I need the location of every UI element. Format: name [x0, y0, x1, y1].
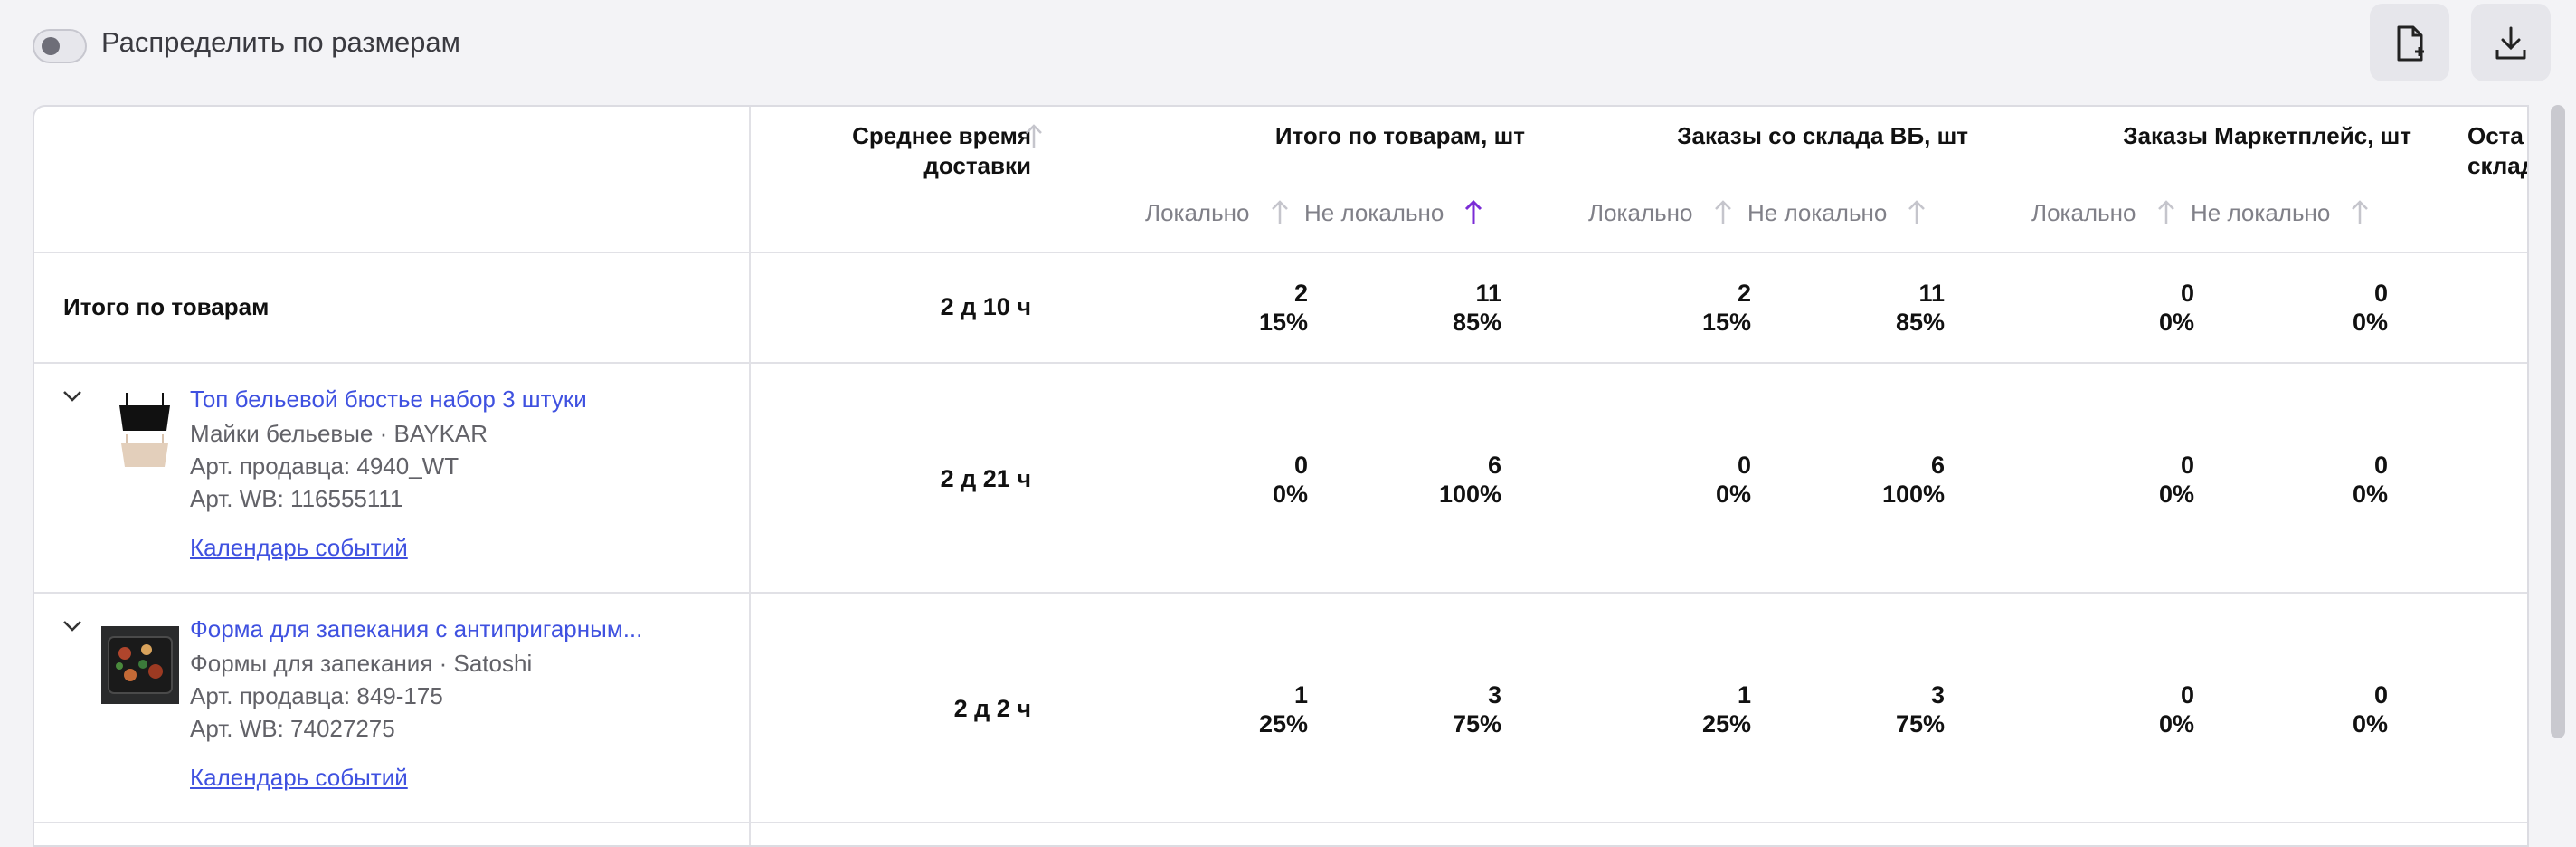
product-total-nonlocal: 6 100%	[1438, 452, 1501, 508]
product-wb-local: 1 25%	[1701, 681, 1751, 738]
sort-arrow-icon[interactable]	[1713, 199, 1733, 226]
product-total-local: 0 0%	[1272, 452, 1308, 508]
product-mp-local: 0 0%	[2158, 681, 2194, 738]
chevron-down-icon[interactable]	[62, 389, 83, 404]
subheader-not-local: Не локально	[2191, 199, 2331, 226]
wb-article: Арт. WB: 74027275	[190, 715, 395, 742]
header-remaining: Оста склад	[2467, 122, 2529, 179]
product-total-nonlocal: 3 75%	[1452, 681, 1501, 738]
product-wb-local: 0 0%	[1715, 452, 1751, 508]
product-name-link[interactable]: Топ бельевой бюстье набор 3 штуки	[190, 385, 587, 413]
row-divider	[34, 362, 2527, 364]
file-plus-icon	[2397, 25, 2424, 62]
sort-arrow-icon[interactable]	[1270, 199, 1290, 226]
product-wb-nonlocal: 3 75%	[1895, 681, 1945, 738]
totals-total-local: 2 15%	[1258, 280, 1308, 336]
header-divider	[34, 252, 2527, 253]
vertical-scrollbar[interactable]	[2551, 105, 2565, 738]
row-divider	[34, 822, 2527, 823]
download-icon	[2496, 26, 2526, 60]
toggle-knob	[42, 37, 60, 55]
event-calendar-link[interactable]: Календарь событий	[190, 534, 408, 561]
product-name-link[interactable]: Форма для запекания с антипригарным...	[190, 615, 643, 642]
totals-mp-nonlocal: 0 0%	[2352, 280, 2388, 336]
sort-arrow-icon[interactable]	[1907, 199, 1927, 226]
product-total-local: 1 25%	[1258, 681, 1308, 738]
header-orders-marketplace: Заказы Маркетплейс, шт	[2123, 122, 2411, 149]
totals-wb-local: 2 15%	[1701, 280, 1751, 336]
header-total-goods: Итого по товарам, шт	[1274, 122, 1525, 149]
product-category: Формы для запекания · Satoshi	[190, 650, 533, 677]
product-mp-nonlocal: 0 0%	[2352, 452, 2388, 508]
totals-total-nonlocal: 11 85%	[1452, 280, 1501, 336]
product-mp-nonlocal: 0 0%	[2352, 681, 2388, 738]
distribute-by-size-toggle[interactable]	[33, 29, 87, 63]
totals-row-label: Итого по товарам	[63, 293, 270, 320]
subheader-not-local: Не локально	[1304, 199, 1444, 226]
header-avg-delivery: Среднее время доставки	[852, 122, 1031, 179]
sort-arrow-icon[interactable]	[1024, 123, 1044, 150]
chevron-down-icon[interactable]	[62, 619, 83, 633]
row-divider	[34, 592, 2527, 594]
wb-article: Арт. WB: 116555111	[190, 485, 403, 512]
toggle-label: Распределить по размерам	[101, 26, 460, 58]
sort-arrow-icon[interactable]	[2156, 199, 2176, 226]
column-divider	[749, 107, 751, 845]
subheader-local: Локально	[1588, 199, 1693, 226]
header-orders-wb: Заказы со склада ВБ, шт	[1677, 122, 1968, 149]
product-mp-local: 0 0%	[2158, 452, 2194, 508]
seller-article: Арт. продавца: 849-175	[190, 682, 443, 709]
seller-article: Арт. продавца: 4940_WT	[190, 452, 459, 480]
totals-delivery-time: 2 д 10 ч	[940, 293, 1031, 320]
totals-wb-nonlocal: 11 85%	[1895, 280, 1945, 336]
product-wb-nonlocal: 6 100%	[1881, 452, 1945, 508]
subheader-local: Локально	[2031, 199, 2136, 226]
product-delivery-time: 2 д 2 ч	[953, 695, 1031, 722]
sort-arrow-active-icon[interactable]	[1463, 199, 1483, 226]
product-category: Майки бельевые · BAYKAR	[190, 420, 488, 447]
add-file-button[interactable]	[2370, 4, 2449, 81]
product-delivery-time: 2 д 21 ч	[940, 465, 1031, 492]
totals-mp-local: 0 0%	[2158, 280, 2194, 336]
product-thumbnail[interactable]	[101, 626, 179, 704]
product-thumbnail[interactable]	[107, 389, 183, 480]
orders-table: Среднее время доставки Итого по товарам,…	[33, 105, 2529, 847]
subheader-not-local: Не локально	[1747, 199, 1888, 226]
event-calendar-link[interactable]: Календарь событий	[190, 764, 408, 791]
download-button[interactable]	[2471, 4, 2551, 81]
subheader-local: Локально	[1145, 199, 1250, 226]
sort-arrow-icon[interactable]	[2350, 199, 2370, 226]
